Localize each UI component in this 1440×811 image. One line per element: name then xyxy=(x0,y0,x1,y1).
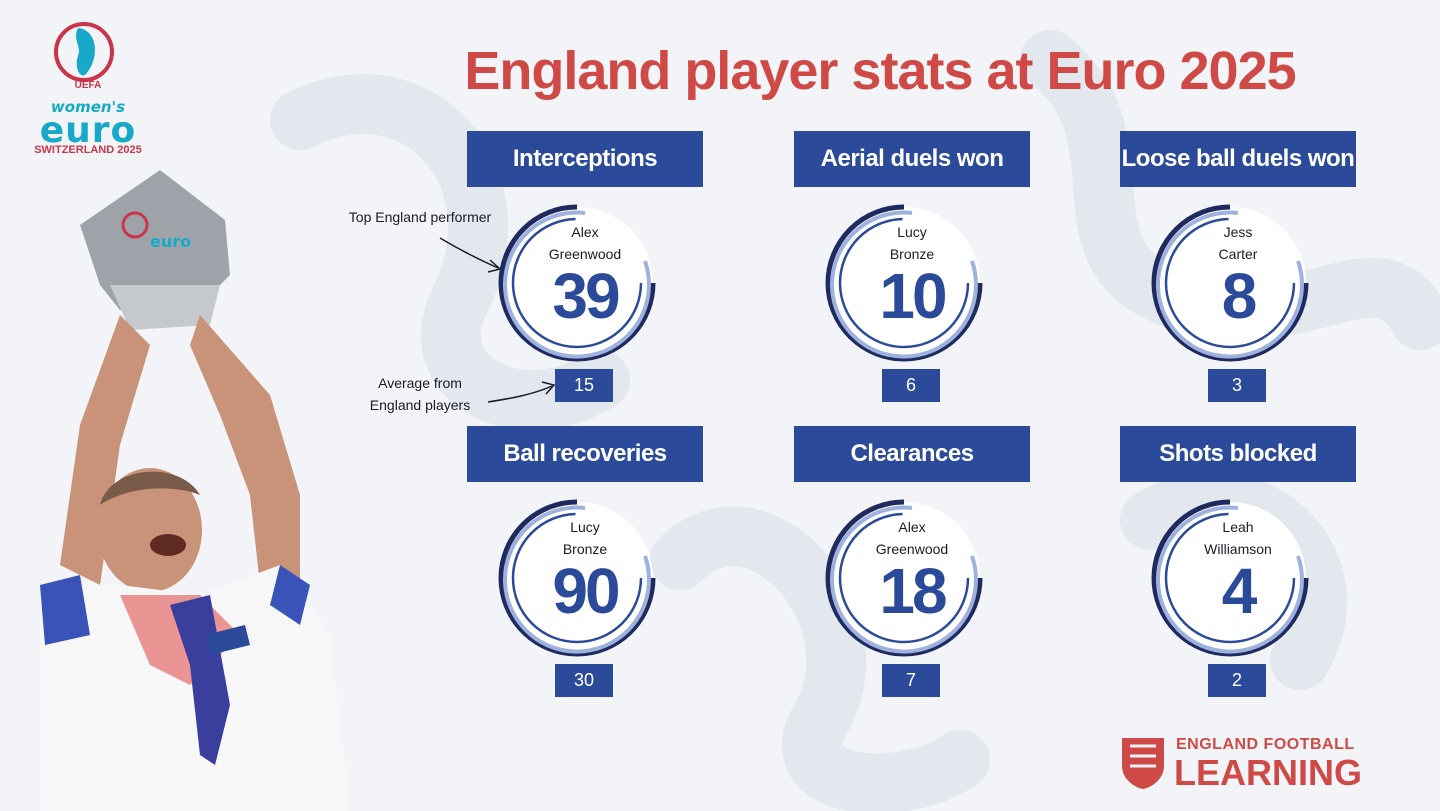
brand-line1: ENGLAND FOOTBALL xyxy=(1176,736,1355,753)
stat-card-aerial-duels: Aerial duels won Lucy Bronze 10 6 xyxy=(794,131,1030,406)
stat-card-shots-blocked: Shots blocked Leah Williamson 4 2 xyxy=(1120,426,1356,701)
svg-text:euro: euro xyxy=(150,232,191,251)
player-name: Alex Greenwood xyxy=(852,516,972,560)
average-arrow-icon xyxy=(487,381,556,403)
average-annotation: Average from England players xyxy=(360,372,480,416)
stat-label: Loose ball duels won xyxy=(1120,131,1356,187)
stat-ring-icon xyxy=(498,499,656,657)
stat-ring-icon xyxy=(825,204,983,362)
average-value: 6 xyxy=(882,369,940,402)
average-value: 7 xyxy=(882,664,940,697)
average-value: 30 xyxy=(555,664,613,697)
womens-wordmark: women's xyxy=(50,98,126,116)
player-last-name: Greenwood xyxy=(875,541,949,557)
euro-wordmark: euro xyxy=(39,110,137,151)
player-first-name: Alex xyxy=(898,519,926,535)
brand-line2: LEARNING xyxy=(1174,752,1362,793)
player-name: Jess Carter xyxy=(1178,221,1298,265)
stat-label: Interceptions xyxy=(467,131,703,187)
top-value: 4 xyxy=(1221,555,1258,627)
stat-ring-icon xyxy=(1151,499,1309,657)
top-performer-annotation: Top England performer xyxy=(348,209,492,225)
player-last-name: Greenwood xyxy=(548,246,622,262)
stat-card-clearances: Clearances Alex Greenwood 18 7 xyxy=(794,426,1030,701)
player-name: Lucy Bronze xyxy=(852,221,972,265)
player-name: Alex Greenwood xyxy=(525,221,645,265)
top-value: 18 xyxy=(879,555,947,627)
top-value: 10 xyxy=(879,260,947,332)
player-name: Leah Williamson xyxy=(1178,516,1298,560)
player-name: Lucy Bronze xyxy=(525,516,645,560)
england-football-learning-logo: ENGLAND FOOTBALL LEARNING xyxy=(1120,734,1362,793)
page-title: England player stats at Euro 2025 xyxy=(464,41,1296,101)
player-first-name: Alex xyxy=(571,224,599,240)
top-value: 8 xyxy=(1221,260,1258,332)
average-value: 2 xyxy=(1208,664,1266,697)
average-value: 3 xyxy=(1208,369,1266,402)
stat-card-ball-recoveries: Ball recoveries Lucy Bronze 90 30 xyxy=(467,426,703,701)
player-first-name: Lucy xyxy=(570,519,600,535)
three-lions-crest-icon xyxy=(1122,738,1164,789)
stat-ring-icon xyxy=(1151,204,1309,362)
euro-2025-logo: UEFA women's euro SWITZERLAND 2025 xyxy=(28,18,148,163)
uefa-wordmark: UEFA xyxy=(74,80,102,91)
stat-label: Clearances xyxy=(794,426,1030,482)
average-annotation-line2: England players xyxy=(369,397,471,413)
stat-label: Aerial duels won xyxy=(794,131,1030,187)
player-last-name: Bronze xyxy=(889,246,935,262)
stat-card-interceptions: Interceptions Alex Greenwood 39 15 xyxy=(467,131,703,406)
player-with-trophy-image: euro xyxy=(40,170,350,811)
stat-card-loose-ball-duels: Loose ball duels won Jess Carter 8 3 xyxy=(1120,131,1356,406)
top-value: 39 xyxy=(552,260,620,332)
player-first-name: Leah xyxy=(1222,519,1254,535)
stat-label: Shots blocked xyxy=(1120,426,1356,482)
player-last-name: Bronze xyxy=(562,541,608,557)
stat-ring-icon xyxy=(825,499,983,657)
player-first-name: Lucy xyxy=(897,224,927,240)
player-last-name: Carter xyxy=(1218,246,1258,262)
player-first-name: Jess xyxy=(1223,224,1253,240)
stat-label: Ball recoveries xyxy=(467,426,703,482)
top-value: 90 xyxy=(552,555,620,627)
stat-ring-icon xyxy=(498,204,656,362)
trophy-emblem-icon xyxy=(54,22,114,82)
player-last-name: Williamson xyxy=(1204,541,1272,557)
average-annotation-line1: Average from xyxy=(378,375,462,391)
event-tagline: SWITZERLAND 2025 xyxy=(34,144,142,156)
average-value: 15 xyxy=(555,369,613,402)
